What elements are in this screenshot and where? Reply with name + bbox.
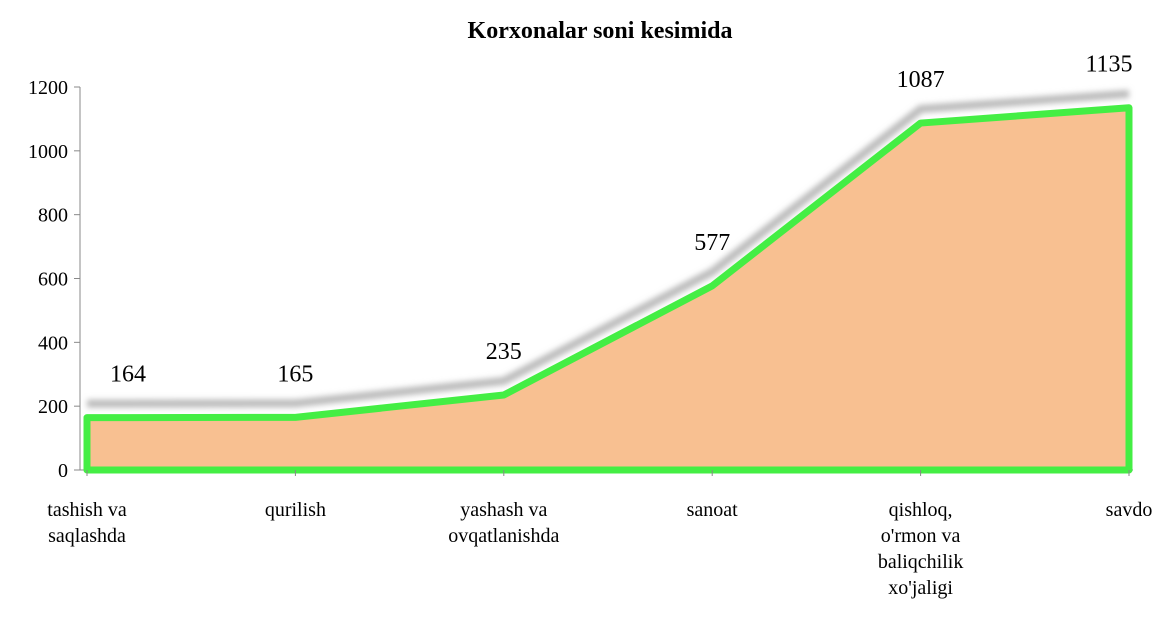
x-tick-label: qishloq, o'rmon va baliqchilik xo'jaligi [878, 499, 964, 599]
x-tick-label: savdo [1106, 499, 1153, 521]
data-label: 165 [277, 361, 313, 387]
data-label: 1087 [897, 67, 945, 93]
x-tick-label: sanoat [687, 499, 739, 521]
area [83, 104, 1133, 474]
data-label: 1135 [1085, 52, 1132, 78]
x-tick-label: tashish va saqlashda [47, 499, 127, 547]
y-tick-label: 0 [58, 460, 68, 482]
data-label: 235 [486, 339, 522, 365]
x-tick-label: yashash va ovqatlanishda [448, 499, 559, 547]
y-tick-label: 800 [38, 205, 68, 227]
data-label: 577 [694, 230, 730, 256]
y-tick-label: 200 [38, 396, 68, 418]
line-shadow [86, 89, 1130, 408]
y-tick-label: 1200 [28, 77, 68, 99]
y-tick-label: 400 [38, 332, 68, 354]
y-tick-label: 1000 [28, 141, 68, 163]
y-tick-label: 600 [38, 269, 68, 291]
chart-title: Korxonalar soni kesimida [468, 18, 733, 44]
data-label: 164 [110, 362, 146, 388]
x-tick-label: qurilish [265, 499, 326, 521]
